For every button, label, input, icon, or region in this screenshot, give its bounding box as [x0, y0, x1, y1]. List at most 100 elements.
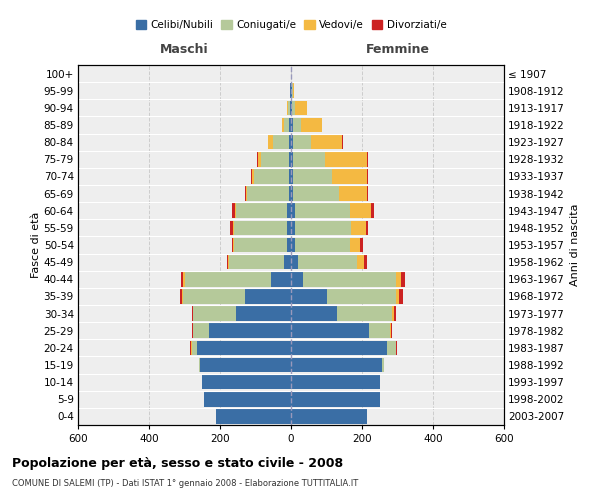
Bar: [230, 220, 233, 235]
Bar: [236, 306, 291, 321]
Bar: [291, 255, 298, 270]
Bar: [298, 255, 356, 270]
Bar: [292, 84, 293, 98]
Bar: [258, 152, 261, 166]
Bar: [311, 135, 343, 150]
Bar: [193, 306, 236, 321]
Bar: [291, 84, 292, 98]
Bar: [295, 220, 352, 235]
Bar: [295, 238, 350, 252]
Bar: [365, 220, 368, 235]
Bar: [273, 135, 289, 150]
Bar: [236, 204, 287, 218]
Bar: [289, 186, 291, 201]
Bar: [295, 204, 350, 218]
Bar: [245, 289, 291, 304]
Bar: [261, 152, 289, 166]
Bar: [396, 340, 397, 355]
Bar: [251, 169, 252, 184]
Bar: [290, 100, 291, 115]
Bar: [227, 255, 228, 270]
Y-axis label: Anni di nascita: Anni di nascita: [571, 204, 580, 286]
Bar: [202, 375, 291, 390]
Bar: [287, 220, 291, 235]
Bar: [199, 358, 200, 372]
Bar: [371, 204, 374, 218]
Bar: [287, 204, 291, 218]
Bar: [245, 186, 247, 201]
Bar: [291, 238, 295, 252]
Bar: [295, 100, 307, 115]
Bar: [291, 220, 295, 235]
Bar: [293, 169, 332, 184]
Bar: [287, 100, 288, 115]
Y-axis label: Fasce di età: Fasce di età: [31, 212, 41, 278]
Bar: [180, 289, 182, 304]
Bar: [291, 409, 367, 424]
Bar: [293, 135, 311, 150]
Bar: [289, 135, 291, 150]
Bar: [234, 220, 287, 235]
Bar: [291, 392, 380, 406]
Bar: [183, 272, 185, 286]
Bar: [282, 118, 284, 132]
Bar: [293, 186, 339, 201]
Bar: [291, 306, 337, 321]
Bar: [232, 204, 235, 218]
Bar: [291, 169, 293, 184]
Bar: [183, 289, 245, 304]
Bar: [193, 324, 209, 338]
Bar: [268, 135, 273, 150]
Bar: [209, 324, 291, 338]
Bar: [291, 118, 293, 132]
Bar: [350, 204, 371, 218]
Bar: [401, 272, 404, 286]
Bar: [291, 358, 382, 372]
Bar: [396, 289, 399, 304]
Bar: [204, 392, 291, 406]
Bar: [191, 340, 197, 355]
Bar: [325, 152, 367, 166]
Bar: [293, 118, 301, 132]
Bar: [289, 169, 291, 184]
Bar: [292, 100, 295, 115]
Bar: [271, 272, 291, 286]
Bar: [350, 238, 360, 252]
Bar: [291, 186, 293, 201]
Bar: [254, 169, 289, 184]
Bar: [291, 340, 387, 355]
Bar: [396, 272, 401, 286]
Bar: [291, 152, 293, 166]
Bar: [382, 358, 385, 372]
Bar: [332, 169, 367, 184]
Bar: [394, 306, 396, 321]
Bar: [284, 255, 291, 270]
Bar: [185, 272, 271, 286]
Bar: [291, 135, 293, 150]
Bar: [291, 100, 292, 115]
Bar: [247, 186, 289, 201]
Bar: [291, 204, 295, 218]
Bar: [288, 100, 290, 115]
Bar: [291, 289, 326, 304]
Text: Popolazione per età, sesso e stato civile - 2008: Popolazione per età, sesso e stato civil…: [12, 458, 343, 470]
Bar: [360, 238, 363, 252]
Bar: [291, 324, 369, 338]
Bar: [387, 340, 396, 355]
Bar: [229, 255, 284, 270]
Bar: [182, 289, 183, 304]
Bar: [284, 118, 289, 132]
Bar: [233, 238, 234, 252]
Bar: [304, 272, 396, 286]
Bar: [367, 169, 368, 184]
Legend: Celibi/Nubili, Coniugati/e, Vedovi/e, Divorziati/e: Celibi/Nubili, Coniugati/e, Vedovi/e, Di…: [131, 16, 451, 34]
Bar: [234, 238, 287, 252]
Bar: [252, 169, 254, 184]
Bar: [352, 220, 365, 235]
Text: COMUNE DI SALEMI (TP) - Dati ISTAT 1° gennaio 2008 - Elaborazione TUTTITALIA.IT: COMUNE DI SALEMI (TP) - Dati ISTAT 1° ge…: [12, 479, 358, 488]
Bar: [391, 324, 392, 338]
Bar: [228, 255, 229, 270]
Bar: [190, 340, 191, 355]
Bar: [301, 118, 322, 132]
Bar: [392, 306, 394, 321]
